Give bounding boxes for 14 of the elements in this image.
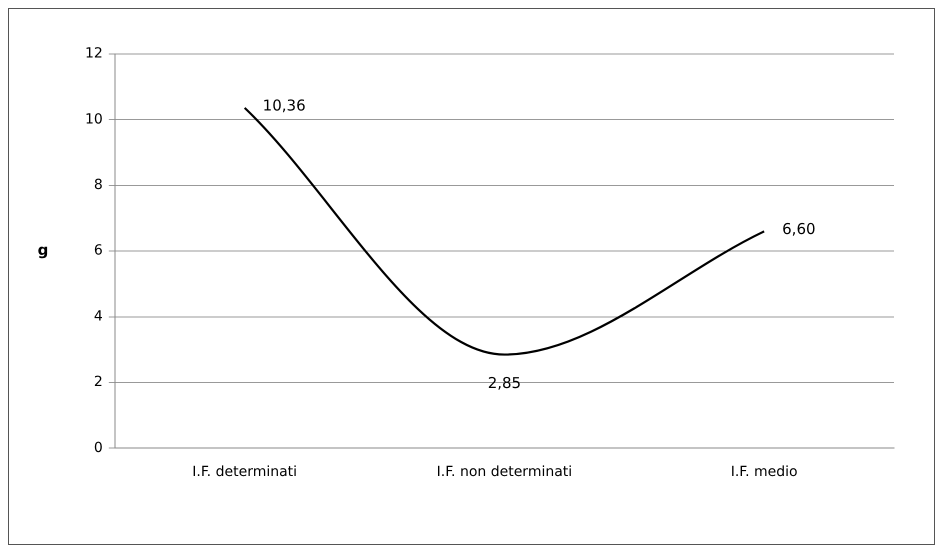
data-label: 10,36: [262, 96, 306, 114]
y-tick-label: 0: [94, 440, 103, 456]
y-tick-label: 4: [94, 308, 103, 324]
data-label: 6,60: [782, 220, 816, 238]
x-tick-label: I.F. determinati: [192, 464, 298, 480]
y-tick-label: 8: [94, 177, 103, 194]
y-tick-label: 2: [94, 374, 103, 390]
y-tick-label: 10: [84, 111, 103, 128]
x-tick-label: I.F. medio: [730, 464, 798, 480]
x-tick-label: I.F. non determinati: [436, 464, 572, 480]
y-tick-label: 12: [84, 46, 103, 62]
y-axis-title: g: [38, 240, 48, 259]
data-label: 2,85: [488, 374, 522, 392]
y-tick-label: 6: [94, 242, 103, 259]
